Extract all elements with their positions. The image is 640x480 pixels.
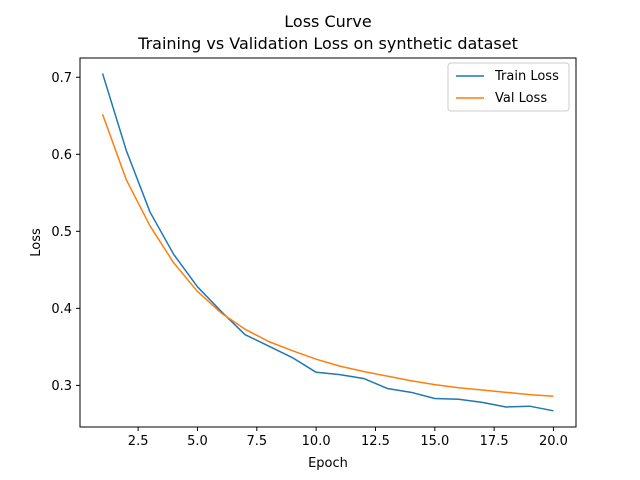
legend: Train Loss Val Loss [447,62,570,112]
y-axis-ticks: 0.3 0.4 0.5 0.6 0.7 [51,71,80,394]
y-axis-label: Loss [29,228,44,257]
x-tick-label: 20.0 [539,434,568,449]
x-axis-ticks: 2.5 5.0 7.5 10.0 12.5 15.0 17.5 20.0 [128,427,568,449]
legend-label-train-loss: Train Loss [494,69,559,84]
x-tick-label: 12.5 [361,434,390,449]
y-tick-label: 0.3 [51,379,72,394]
x-tick-label: 10.0 [302,434,331,449]
chart-subtitle: Training vs Validation Loss on synthetic… [137,34,518,53]
plot-frame [79,57,577,428]
legend-label-val-loss: Val Loss [495,91,547,106]
y-tick-label: 0.6 [51,148,72,163]
x-tick-label: 2.5 [128,434,149,449]
plot-area [79,57,577,428]
y-tick-label: 0.4 [51,302,72,317]
x-tick-label: 17.5 [480,434,509,449]
x-tick-label: 7.5 [246,434,267,449]
y-tick-label: 0.7 [51,71,72,86]
series-line-val-loss [101,113,554,397]
x-tick-label: 5.0 [187,434,208,449]
chart-title: Loss Curve [284,12,371,31]
series-line-train-loss [101,73,554,412]
legend-box [447,62,570,112]
series-lines [101,73,554,412]
x-axis-label: Epoch [308,456,348,471]
y-tick-label: 0.5 [51,225,72,240]
x-tick-label: 15.0 [420,434,449,449]
